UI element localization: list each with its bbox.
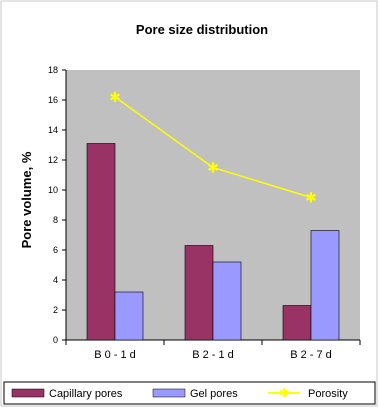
y-tick-label: 12	[48, 155, 58, 165]
capillary-pores-bar	[282, 305, 312, 341]
x-tick-label: B 2 - 7 d	[290, 349, 332, 361]
y-tick-label: 18	[48, 65, 58, 75]
x-tick-label: B 0 - 1 d	[94, 349, 136, 361]
legend-label-porosity: Porosity	[308, 388, 348, 400]
y-tick-label: 0	[53, 335, 58, 345]
porosity-point: ✱	[109, 89, 121, 105]
gel-pores-bar	[310, 230, 340, 341]
x-tick-label: B 2 - 1 d	[192, 349, 234, 361]
capillary-pores-bar	[184, 245, 214, 341]
y-tick-label: 6	[53, 245, 58, 255]
y-axis: 0 2 4 6 8 10 12 14 16 18	[48, 65, 67, 345]
legend-label-capillary: Capillary pores	[49, 388, 123, 400]
legend: Capillary pores Gel pores ✱ Porosity	[3, 381, 376, 405]
porosity-series: ✱ ✱ ✱	[109, 89, 317, 206]
y-tick-label: 8	[53, 215, 58, 225]
y-tick-label: 16	[48, 95, 58, 105]
legend-swatch-capillary	[11, 388, 45, 398]
legend-label-gel: Gel pores	[190, 388, 238, 400]
porosity-line	[114, 96, 312, 199]
legend-marker-porosity: ✱	[279, 386, 289, 400]
porosity-point: ✱	[305, 190, 317, 206]
chart-title: Pore size distribution	[136, 22, 268, 37]
y-axis-label: Pore volume, %	[19, 151, 34, 248]
y-tick-label: 14	[48, 125, 58, 135]
gel-pores-bar	[212, 261, 242, 341]
y-tick-label: 4	[53, 275, 58, 285]
legend-swatch-gel	[152, 388, 186, 398]
capillary-pores-bar	[86, 143, 116, 341]
gel-pores-bar	[114, 291, 144, 341]
y-tick-label: 10	[48, 185, 58, 195]
porosity-point: ✱	[207, 160, 219, 176]
legend-box	[3, 381, 376, 405]
y-tick-label: 2	[53, 305, 58, 315]
bar-series	[86, 143, 340, 341]
